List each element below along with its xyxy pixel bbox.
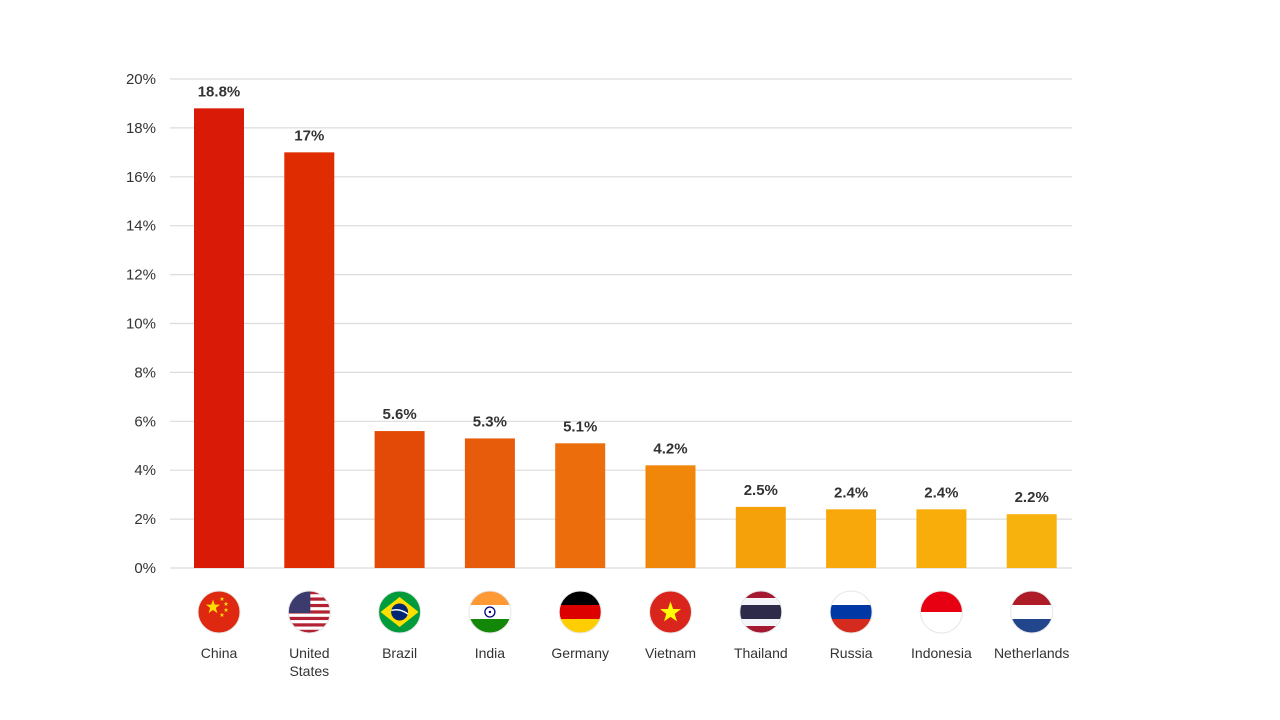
brazil-flag-icon bbox=[378, 590, 422, 634]
category-label: Germany bbox=[551, 645, 609, 661]
bar-value-label: 5.6% bbox=[382, 406, 416, 423]
category-label: Russia bbox=[830, 645, 873, 661]
bars bbox=[194, 108, 1057, 568]
bar-value-label: 2.4% bbox=[924, 484, 958, 501]
category-label: China bbox=[201, 645, 238, 661]
value-labels: 18.8% 17% 5.6% 5.3% 5.1% 4.2% 2.5% 2.4% 2.4% 2.2% bbox=[198, 83, 1049, 506]
india-flag-icon bbox=[468, 590, 512, 634]
y-axis-tick-labels: 0% 2% 4% 6% 8% 10% 12% 14% 16% 18% 20% bbox=[126, 71, 156, 577]
category-label-line: States bbox=[289, 663, 329, 679]
category-labels: China United States Brazil India Germany Vietn… bbox=[201, 645, 1070, 679]
y-tick-label: 16% bbox=[126, 169, 156, 186]
vietnam-flag-icon bbox=[649, 590, 692, 634]
thailand-flag-icon bbox=[739, 590, 783, 634]
category-label-line: China bbox=[201, 645, 238, 661]
bar-0 bbox=[194, 108, 244, 568]
bar-value-label: 18.8% bbox=[198, 83, 241, 100]
bar-7 bbox=[826, 509, 877, 568]
category-label-line: Indonesia bbox=[911, 645, 972, 661]
bar-value-label: 17% bbox=[294, 127, 324, 144]
bar-value-label: 2.2% bbox=[1015, 489, 1049, 506]
bar-value-label: 5.1% bbox=[563, 418, 597, 435]
category-label-line: India bbox=[475, 645, 506, 661]
category-label: Vietnam bbox=[645, 645, 696, 661]
bar-value-label: 4.2% bbox=[653, 440, 687, 457]
bar-1 bbox=[284, 152, 335, 568]
category-label-line: Russia bbox=[830, 645, 873, 661]
y-tick-label: 0% bbox=[134, 560, 156, 577]
y-tick-label: 20% bbox=[126, 71, 156, 88]
category-label-line: United bbox=[289, 645, 329, 661]
bar-3 bbox=[464, 438, 515, 568]
y-tick-label: 2% bbox=[134, 511, 156, 528]
bar-2 bbox=[374, 431, 425, 568]
category-label-line: Brazil bbox=[382, 645, 417, 661]
bar-value-label: 5.3% bbox=[473, 413, 507, 430]
category-label: Indonesia bbox=[911, 645, 972, 661]
bar-8 bbox=[916, 509, 967, 568]
bar-5 bbox=[645, 465, 696, 568]
y-tick-label: 6% bbox=[134, 413, 156, 430]
china-flag-icon bbox=[197, 590, 241, 634]
russia-flag-icon bbox=[829, 590, 873, 634]
bar-9 bbox=[1006, 514, 1057, 568]
category-label-line: Netherlands bbox=[994, 645, 1070, 661]
y-tick-label: 10% bbox=[126, 316, 156, 333]
y-tick-label: 18% bbox=[126, 120, 156, 137]
y-tick-label: 8% bbox=[134, 364, 156, 381]
category-label-line: Vietnam bbox=[645, 645, 696, 661]
category-label: Brazil bbox=[382, 645, 417, 661]
indonesia-flag-icon bbox=[919, 590, 963, 634]
y-tick-label: 12% bbox=[126, 267, 156, 284]
bar-value-label: 2.5% bbox=[744, 482, 778, 499]
united-states-flag-icon bbox=[287, 590, 331, 634]
category-label: India bbox=[475, 645, 506, 661]
bar-6 bbox=[735, 506, 786, 568]
netherlands-flag-icon bbox=[1010, 590, 1054, 634]
category-label: Netherlands bbox=[994, 645, 1070, 661]
germany-flag-icon bbox=[558, 590, 602, 634]
category-label: Thailand bbox=[734, 645, 788, 661]
y-tick-label: 14% bbox=[126, 218, 156, 235]
bar-value-label: 2.4% bbox=[834, 484, 868, 501]
bar-4 bbox=[555, 443, 606, 568]
category-label: United States bbox=[289, 645, 329, 679]
category-label-line: Germany bbox=[551, 645, 609, 661]
y-tick-label: 4% bbox=[134, 462, 156, 479]
flags bbox=[197, 590, 1054, 634]
category-label-line: Thailand bbox=[734, 645, 788, 661]
